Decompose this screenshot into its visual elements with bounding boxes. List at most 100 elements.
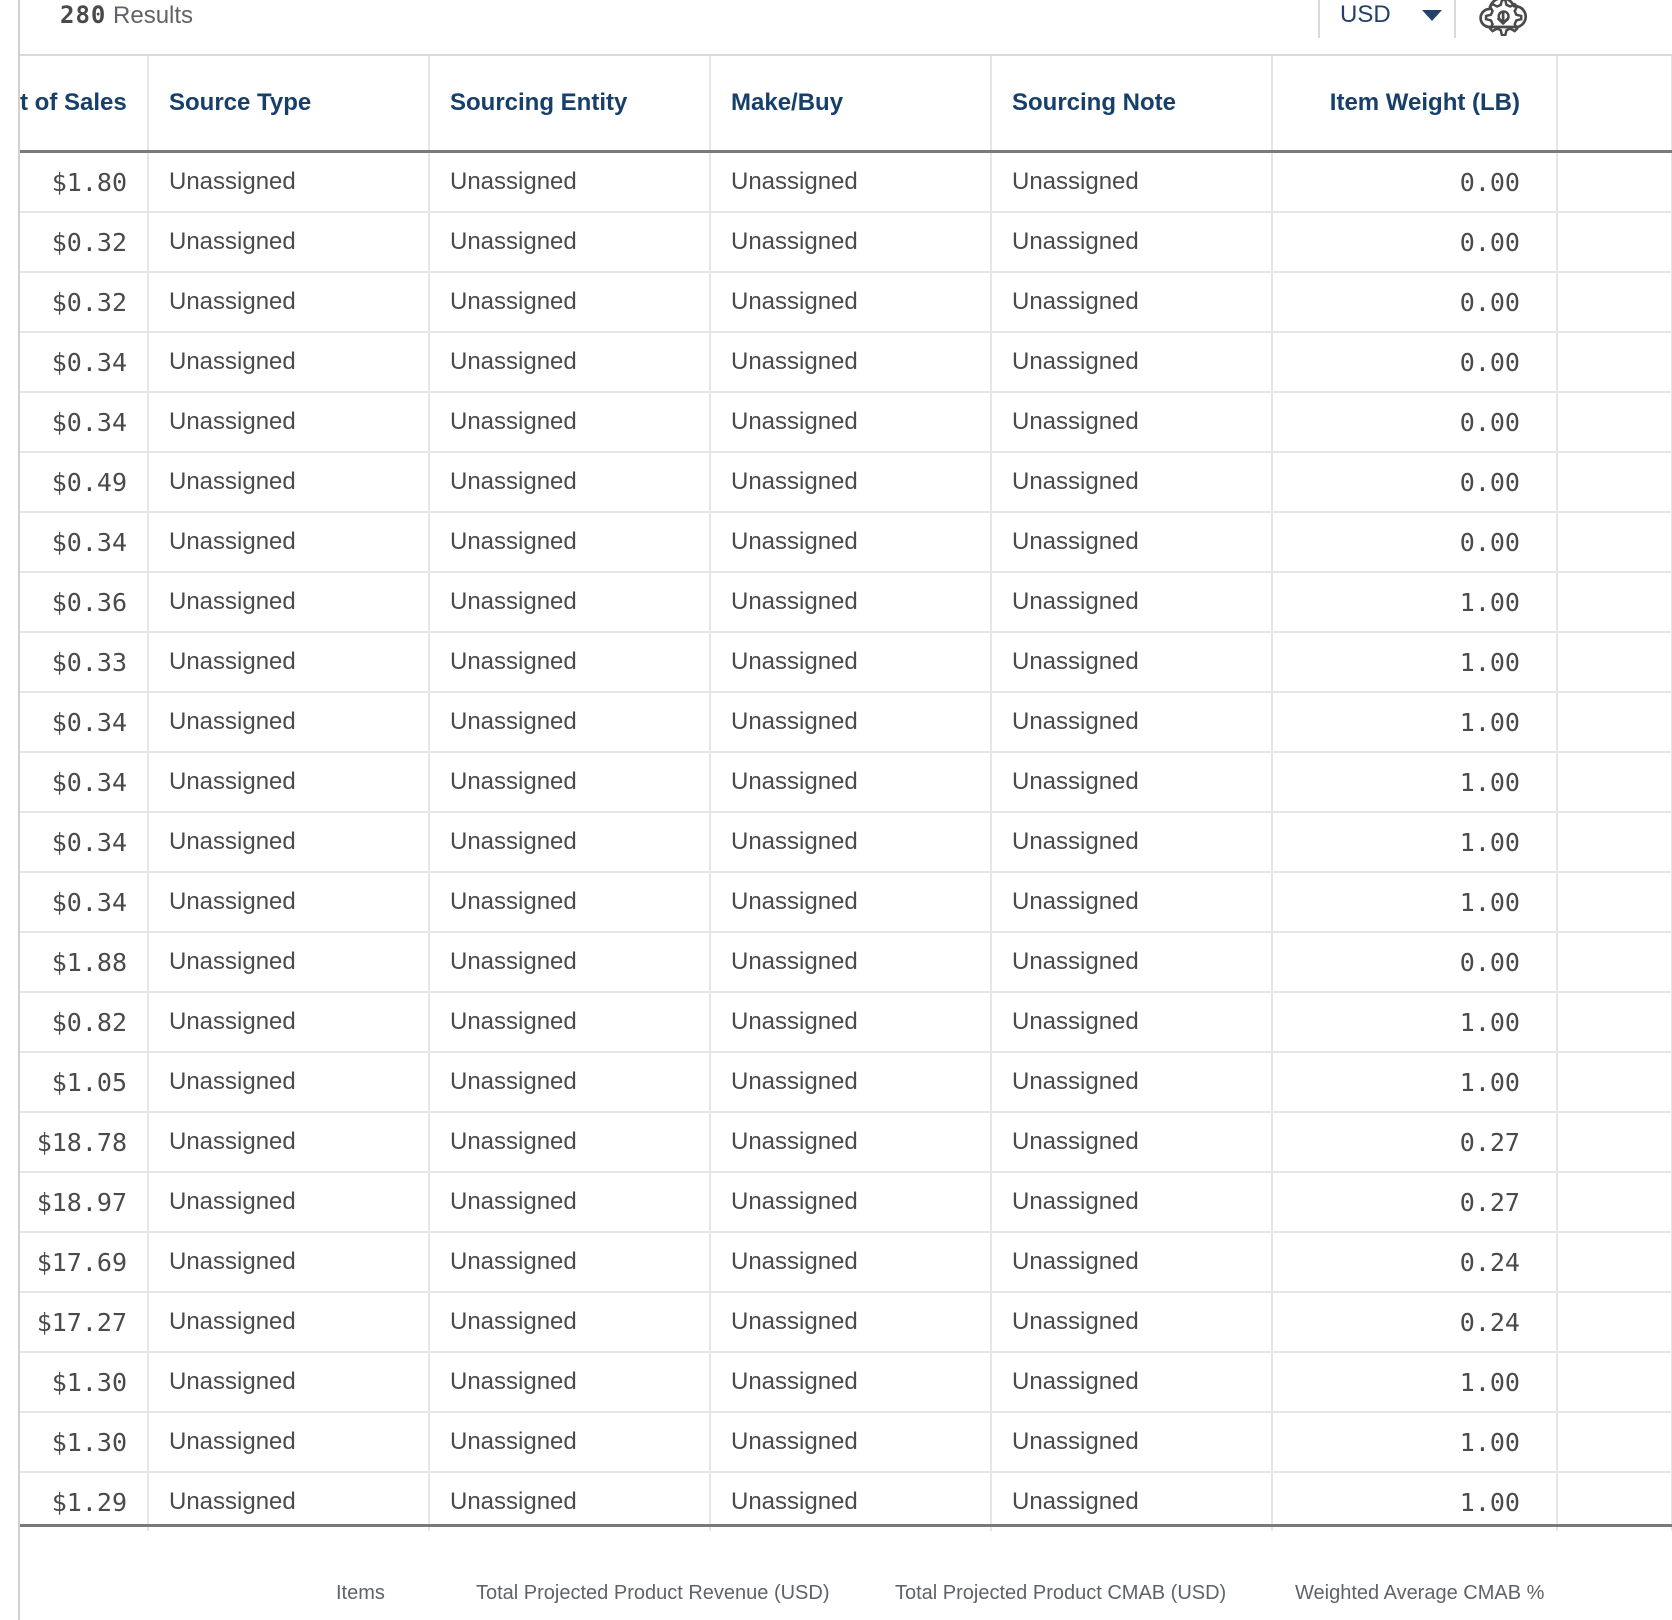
overflow-cell [1557,992,1672,1053]
sourcing-entity-cell: Unassigned [429,332,711,393]
make-buy-cell: Unassigned [710,212,992,273]
cost-of-sales-cell: $0.34 [20,692,149,753]
sourcing-note-cell: Unassigned [991,1232,1273,1293]
cost-of-sales-cell: $0.32 [20,272,149,333]
column-header-sourcing-note[interactable]: Sourcing Note [991,56,1273,153]
source-type-cell: Unassigned [148,1052,430,1113]
cost-of-sales-cell: $0.34 [20,512,149,573]
sourcing-note-cell: Unassigned [991,1292,1273,1353]
overflow-cell [1557,512,1672,573]
item-weight-cell: 0.00 [1272,452,1558,513]
summary-cmab-label: Total Projected Product CMAB (USD) [895,1582,1227,1604]
overflow-cell [1557,212,1672,273]
sourcing-entity-cell: Unassigned [429,932,711,993]
table-row[interactable]: $0.36 Unassigned Unassigned Unassigned Unass… [20,572,1672,633]
table-bottom-rule [20,1524,1672,1527]
currency-value: USD [1340,1,1391,28]
cost-of-sales-cell: $1.30 [20,1352,149,1413]
overflow-cell [1557,452,1672,513]
overflow-cell [1557,151,1672,213]
cost-of-sales-cell: $17.27 [20,1292,149,1353]
make-buy-cell: Unassigned [710,872,992,933]
table-row[interactable]: $1.88 Unassigned Unassigned Unassigned Unass… [20,932,1672,993]
table-row[interactable]: $0.32 Unassigned Unassigned Unassigned Unass… [20,272,1672,333]
source-type-cell: Unassigned [148,452,430,513]
download-button[interactable] [1476,0,1536,36]
sourcing-note-cell: Unassigned [991,212,1273,273]
sourcing-note-cell: Unassigned [991,1052,1273,1113]
sourcing-entity-cell: Unassigned [429,572,711,633]
column-header-item-weight[interactable]: Item Weight (LB) [1272,56,1558,153]
table-row[interactable]: $1.80 Unassigned Unassigned Unassigned Unass… [20,151,1672,213]
cost-of-sales-cell: $0.32 [20,212,149,273]
table-row[interactable]: $17.27 Unassigned Unassigned Unassigned Unas… [20,1292,1672,1353]
sourcing-note-cell: Unassigned [991,452,1273,513]
table-row[interactable]: $0.33 Unassigned Unassigned Unassigned Unass… [20,632,1672,693]
column-header-cost-of-sales[interactable]: t of Sales [20,56,149,153]
sourcing-note-cell: Unassigned [991,752,1273,813]
item-weight-cell: 0.00 [1272,512,1558,573]
table-row[interactable]: $0.34 Unassigned Unassigned Unassigned Unass… [20,872,1672,933]
source-type-cell: Unassigned [148,632,430,693]
table-row[interactable]: $1.05 Unassigned Unassigned Unassigned Unass… [20,1052,1672,1113]
sourcing-entity-cell: Unassigned [429,812,711,873]
item-weight-cell: 1.00 [1272,812,1558,873]
overflow-cell [1557,1292,1672,1353]
summary-bar: Items Total Projected Product Revenue (U… [20,1582,1672,1620]
cost-of-sales-cell: $0.34 [20,392,149,453]
toolbar-divider [1318,0,1320,38]
item-weight-cell: 1.00 [1272,692,1558,753]
sourcing-entity-cell: Unassigned [429,512,711,573]
overflow-cell [1557,572,1672,633]
source-type-cell: Unassigned [148,932,430,993]
overflow-cell [1557,812,1672,873]
source-type-cell: Unassigned [148,1352,430,1413]
sourcing-note-cell: Unassigned [991,1412,1273,1473]
results-label: Results [113,2,194,29]
sourcing-entity-cell: Unassigned [429,1172,711,1233]
item-weight-cell: 0.00 [1272,212,1558,273]
make-buy-cell: Unassigned [710,392,992,453]
item-weight-cell: 0.00 [1272,151,1558,213]
item-weight-cell: 0.24 [1272,1292,1558,1353]
table-row[interactable]: $18.78 Unassigned Unassigned Unassigned Unas… [20,1112,1672,1173]
table-row[interactable]: $0.49 Unassigned Unassigned Unassigned Unass… [20,452,1672,513]
currency-select[interactable]: USD [1320,0,1450,30]
source-type-cell: Unassigned [148,272,430,333]
table-row[interactable]: $0.34 Unassigned Unassigned Unassigned Unass… [20,392,1672,453]
table-row[interactable]: $0.34 Unassigned Unassigned Unassigned Unass… [20,812,1672,873]
item-weight-cell: 0.27 [1272,1172,1558,1233]
table-row[interactable]: $0.82 Unassigned Unassigned Unassigned Unass… [20,992,1672,1053]
make-buy-cell: Unassigned [710,272,992,333]
table-row[interactable]: $18.97 Unassigned Unassigned Unassigned Unas… [20,1172,1672,1233]
sourcing-note-cell: Unassigned [991,872,1273,933]
cost-of-sales-cell: $18.97 [20,1172,149,1233]
table-row[interactable]: $0.34 Unassigned Unassigned Unassigned Unass… [20,752,1672,813]
sourcing-entity-cell: Unassigned [429,1352,711,1413]
table-row[interactable]: $1.30 Unassigned Unassigned Unassigned Unass… [20,1352,1672,1413]
sourcing-note-cell: Unassigned [991,1352,1273,1413]
table-row[interactable]: $0.32 Unassigned Unassigned Unassigned Unass… [20,212,1672,273]
cost-of-sales-cell: $0.34 [20,872,149,933]
cost-of-sales-cell: $17.69 [20,1232,149,1293]
table-row[interactable]: $0.34 Unassigned Unassigned Unassigned Unass… [20,512,1672,573]
table-row[interactable]: $0.34 Unassigned Unassigned Unassigned Unass… [20,332,1672,393]
item-weight-cell: 1.00 [1272,572,1558,633]
make-buy-cell: Unassigned [710,1112,992,1173]
table-row[interactable]: $1.29 Unassigned Unassigned Unassigned Unass… [20,1472,1672,1531]
overflow-cell [1557,752,1672,813]
sourcing-entity-cell: Unassigned [429,1112,711,1173]
sourcing-entity-cell: Unassigned [429,392,711,453]
column-header-source-type[interactable]: Source Type [148,56,430,153]
table-row[interactable]: $17.69 Unassigned Unassigned Unassigned Unas… [20,1232,1672,1293]
column-header-make-buy[interactable]: Make/Buy [710,56,992,153]
table-row[interactable]: $1.30 Unassigned Unassigned Unassigned Unass… [20,1412,1672,1473]
sourcing-note-cell: Unassigned [991,932,1273,993]
item-weight-cell: 0.00 [1272,272,1558,333]
source-type-cell: Unassigned [148,1292,430,1353]
sourcing-entity-cell: Unassigned [429,1052,711,1113]
source-type-cell: Unassigned [148,392,430,453]
column-header-sourcing-entity[interactable]: Sourcing Entity [429,56,711,153]
table-row[interactable]: $0.34 Unassigned Unassigned Unassigned Unass… [20,692,1672,753]
cost-of-sales-cell: $1.05 [20,1052,149,1113]
